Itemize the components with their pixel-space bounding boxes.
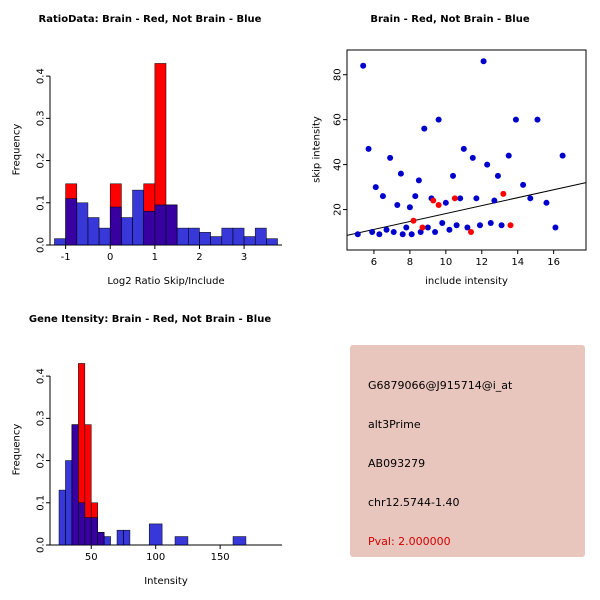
gene-histogram-xlabel: Intensity [144,576,188,587]
svg-text:0.0: 0.0 [36,237,47,253]
scatter-xlabel: include intensity [425,276,508,287]
svg-text:60: 60 [333,113,344,126]
svg-text:0: 0 [107,252,113,263]
panel-gene-info: G6879066@J915714@i_at alt3Prime AB093279… [300,300,600,600]
svg-text:0.3: 0.3 [36,110,47,126]
svg-text:0.4: 0.4 [36,368,47,384]
gene-histogram-ylabel: Frequency [11,423,23,476]
ratio-histogram-plot: -1 0 1 2 3 0.0 0.1 0.2 0.3 0.4 [36,63,282,263]
svg-text:150: 150 [211,552,230,563]
svg-text:16: 16 [547,257,560,268]
probe-id: G6879066@J915714@i_at [368,379,513,392]
svg-text:0.3: 0.3 [36,410,47,426]
panel-intensity-scatter: Brain - Red, Not Brain - Blue 6 8 10 12 14 16… [300,0,600,300]
svg-text:2: 2 [196,252,202,263]
panel-gene-histogram: Gene Itensity: Brain - Red, Not Brain - … [0,300,300,600]
svg-text:0.2: 0.2 [36,153,47,169]
svg-text:0.2: 0.2 [36,453,47,469]
svg-text:0.1: 0.1 [36,495,47,511]
splice-type: alt3Prime [368,418,421,431]
ratio-histogram-title: RatioData: Brain - Red, Not Brain - Blue [38,14,262,25]
ratio-histogram-ylabel: Frequency [11,123,23,176]
svg-text:100: 100 [146,552,165,563]
svg-text:3: 3 [241,252,247,263]
scatter-ylabel: skip intensity [311,116,323,183]
svg-text:1: 1 [152,252,158,263]
intensity-scatter-plot: 6 8 10 12 14 16 20 40 60 80 [333,49,587,268]
panel-ratio-histogram: RatioData: Brain - Red, Not Brain - Blue… [0,0,300,300]
svg-text:10: 10 [439,257,452,268]
svg-text:50: 50 [85,552,98,563]
svg-text:14: 14 [511,257,524,268]
gene-histogram-plot: 50 100 150 0.0 0.1 0.2 0.3 0.4 [36,363,282,563]
chromosome-location: chr12.5744-1.40 [368,496,460,509]
pval-text: Pval: 2.000000 [368,535,451,548]
scatter-title: Brain - Red, Not Brain - Blue [370,14,530,25]
svg-text:-1: -1 [61,252,71,263]
svg-text:12: 12 [475,257,488,268]
svg-text:80: 80 [333,68,344,81]
gene-info-box: G6879066@J915714@i_at alt3Prime AB093279… [350,345,585,557]
svg-text:20: 20 [333,203,344,216]
svg-text:6: 6 [371,257,377,268]
svg-text:0.1: 0.1 [36,195,47,211]
ratio-histogram-xlabel: Log2 Ratio Skip/Include [107,276,225,287]
accession-number: AB093279 [368,457,426,470]
svg-text:0.4: 0.4 [36,68,47,84]
svg-text:8: 8 [407,257,413,268]
gene-histogram-title: Gene Itensity: Brain - Red, Not Brain - … [28,314,272,325]
svg-text:40: 40 [333,158,344,171]
svg-text:0.0: 0.0 [36,537,47,553]
